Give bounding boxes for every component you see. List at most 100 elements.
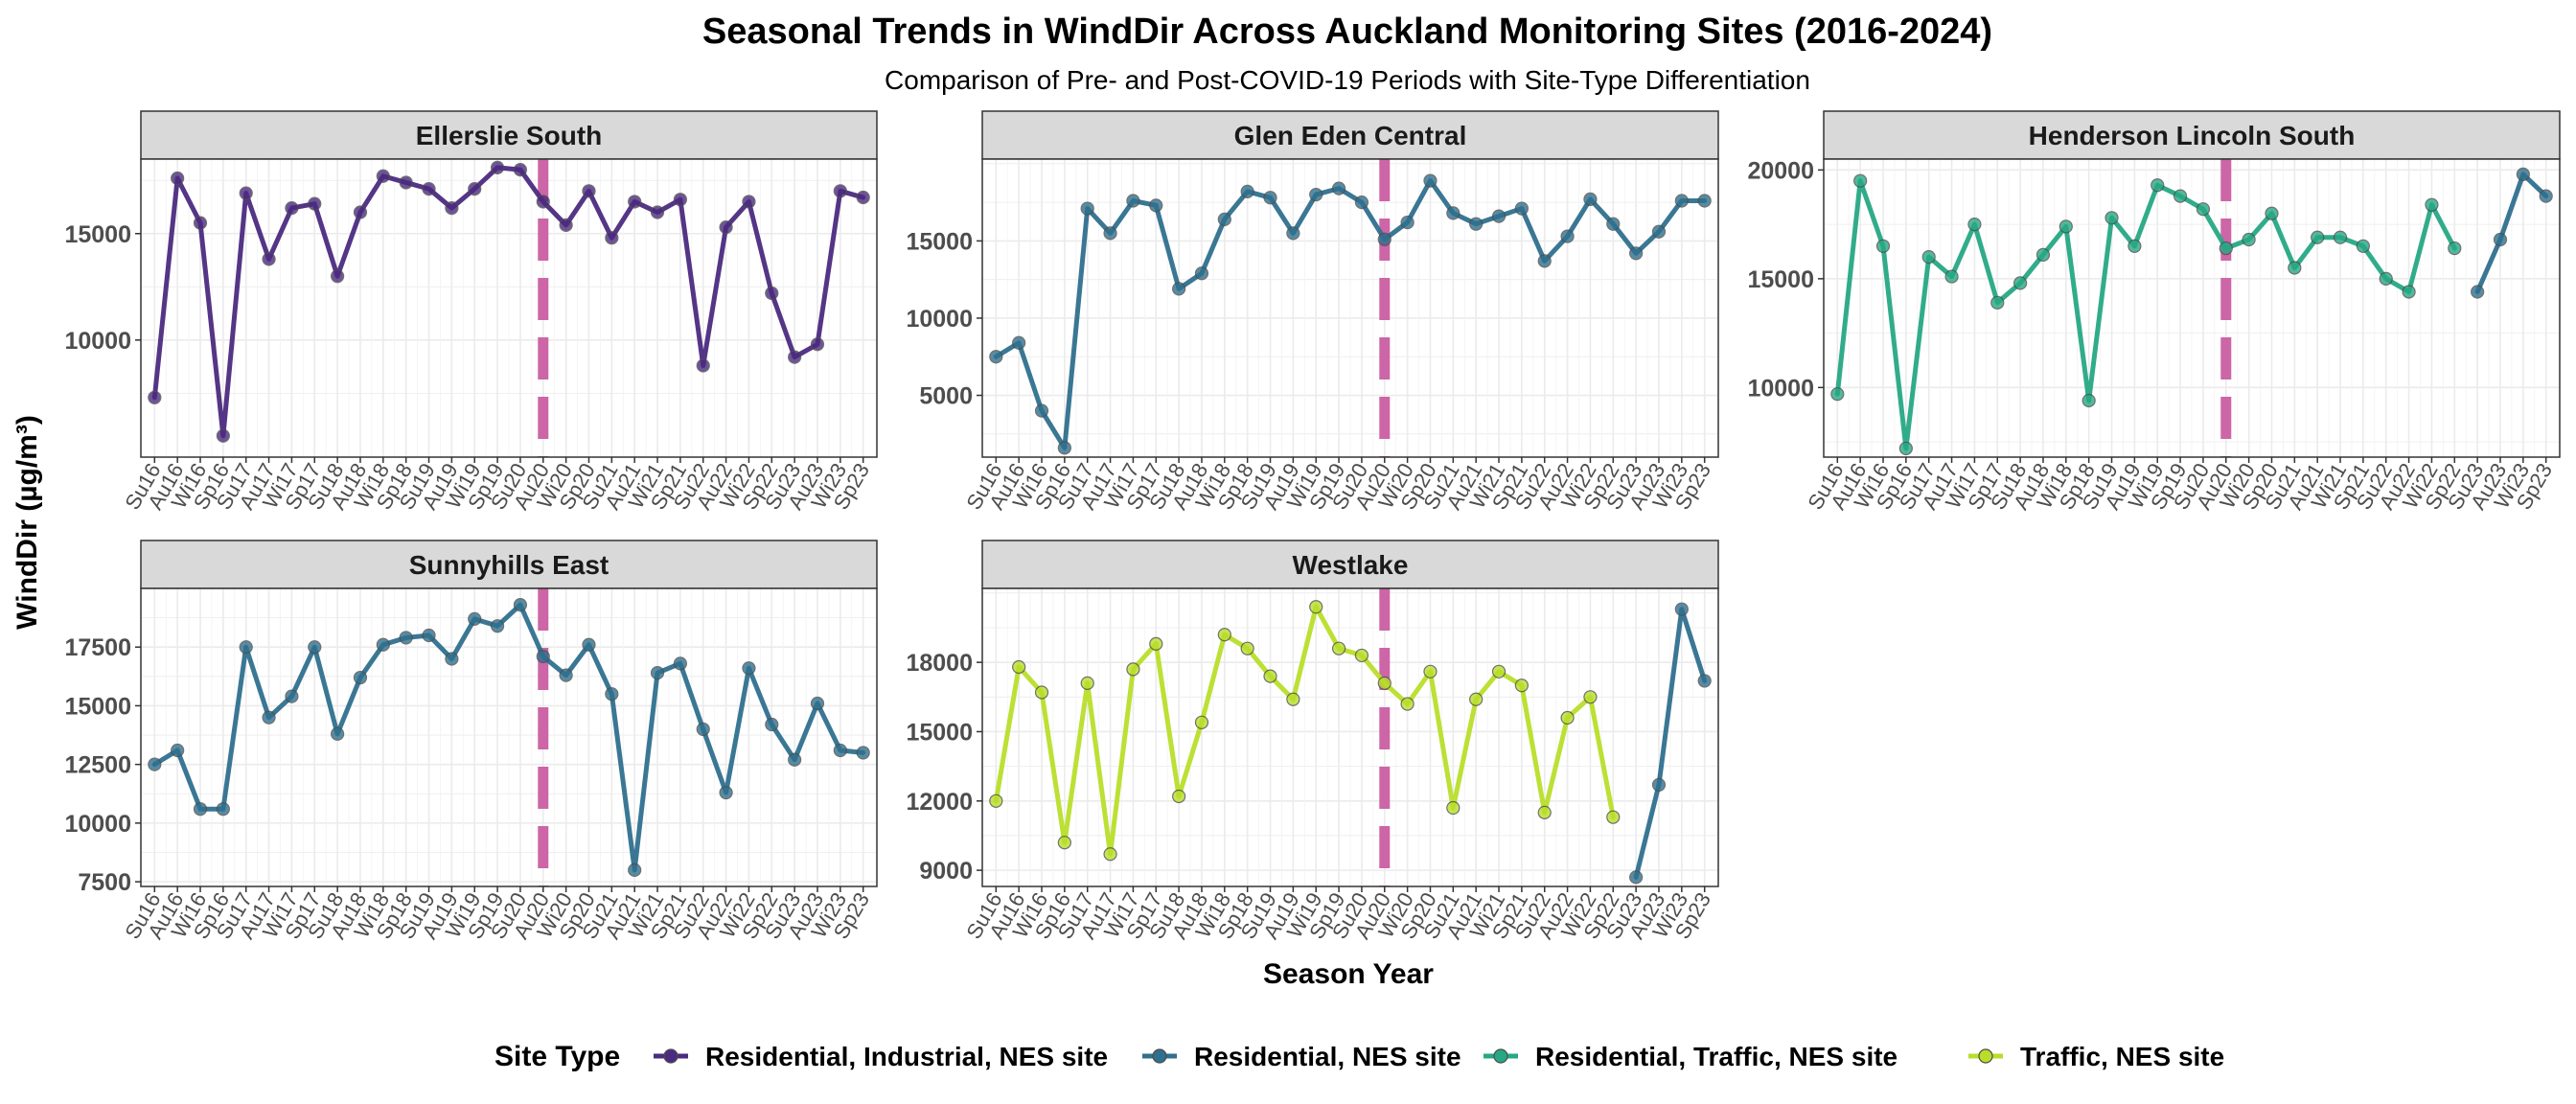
data-point: [1012, 659, 1026, 675]
data-point: [513, 163, 528, 177]
data-point: [1423, 173, 1438, 188]
data-point: [1606, 217, 1621, 231]
data-point: [1149, 198, 1163, 213]
data-point: [2402, 285, 2416, 299]
data-point: [468, 611, 482, 626]
y-tick-label: 12500: [64, 752, 131, 779]
data-point: [2471, 285, 2485, 299]
data-point: [2539, 189, 2553, 203]
data-point: [1172, 282, 1186, 296]
facet-strip-label: Sunnyhills East: [409, 550, 610, 580]
data-point: [422, 628, 436, 643]
data-point: [1560, 710, 1575, 725]
data-point: [331, 269, 345, 284]
data-point: [2150, 178, 2165, 193]
facet-strip-label: Ellerslie South: [416, 121, 603, 150]
data-series: [2471, 167, 2553, 299]
data-point: [239, 640, 253, 655]
data-point: [193, 802, 208, 816]
data-point: [2104, 211, 2119, 225]
legend-item: Residential, Industrial, NES site: [654, 1042, 1108, 1071]
data-point: [1651, 224, 1667, 239]
y-tick-label: 5000: [919, 383, 973, 410]
data-point: [2196, 202, 2211, 217]
y-tick-label: 15000: [64, 693, 131, 720]
data-point: [1537, 254, 1552, 268]
data-point: [1126, 194, 1140, 208]
data-point: [605, 687, 619, 702]
y-tick-label: 15000: [906, 719, 973, 746]
data-point: [2448, 241, 2462, 256]
data-series: [1629, 602, 1712, 885]
y-axis-title: WindDir (µg/m³): [12, 415, 43, 630]
data-point: [989, 794, 1003, 808]
facet-panel: Ellerslie South1000015000Su16Au16Wi16Sp1…: [64, 110, 878, 514]
legend-label: Residential, Industrial, NES site: [705, 1042, 1108, 1071]
data-point: [1057, 836, 1071, 850]
data-point: [490, 160, 505, 174]
chart-title: Seasonal Trends in WindDir Across Auckla…: [702, 12, 1992, 52]
data-point: [1172, 789, 1186, 804]
data-point: [1103, 847, 1117, 862]
data-point: [2288, 261, 2302, 275]
data-point: [788, 350, 802, 364]
y-tick-label: 15000: [906, 228, 973, 255]
data-point: [1469, 692, 1484, 706]
data-point: [536, 649, 550, 664]
data-point: [1331, 641, 1346, 656]
data-point: [742, 195, 756, 209]
legend-item: Traffic, NES site: [1968, 1042, 2224, 1071]
data-point: [1853, 173, 1868, 188]
facet-panel: Glen Eden Central50001000015000Su16Au16W…: [906, 110, 1719, 514]
data-point: [810, 337, 825, 352]
data-point: [2493, 232, 2508, 247]
data-series: [989, 600, 1621, 862]
data-point: [353, 205, 368, 219]
data-point: [856, 746, 870, 760]
data-point: [1012, 335, 1026, 350]
data-point: [765, 286, 779, 301]
data-point: [1875, 239, 1891, 253]
data-point: [605, 231, 619, 245]
data-point: [376, 637, 390, 652]
facet-panel: Henderson Lincoln South100001500020000Su…: [1747, 110, 2561, 514]
data-point: [2128, 239, 2142, 253]
data-point: [2219, 241, 2233, 256]
data-point: [559, 668, 573, 682]
data-point: [376, 169, 390, 183]
series-line: [1633, 607, 1708, 880]
data-point: [262, 710, 276, 724]
data-point: [1194, 266, 1209, 281]
x-axis-title: Season Year: [1263, 958, 1434, 990]
data-point: [1240, 641, 1254, 656]
panels: Ellerslie South1000015000Su16Au16Wi16Sp1…: [64, 110, 2561, 943]
data-point: [1629, 870, 1644, 885]
data-point: [1944, 269, 1959, 284]
data-point: [2013, 276, 2028, 290]
data-point: [399, 175, 413, 190]
data-point: [1034, 403, 1049, 418]
y-tick-label: 7500: [78, 869, 131, 896]
data-point: [1103, 226, 1117, 241]
legend-label: Residential, Traffic, NES site: [1535, 1042, 1898, 1071]
y-tick-label: 15000: [64, 221, 131, 248]
data-point: [1491, 664, 1506, 678]
y-tick-label: 15000: [1747, 266, 1814, 293]
data-point: [1629, 246, 1644, 261]
data-point: [1354, 648, 1369, 663]
facet-panel: Westlake9000120001500018000Su16Au16Wi16S…: [906, 540, 1719, 943]
data-point: [673, 656, 687, 671]
data-point: [742, 661, 756, 676]
panel-border: [981, 158, 1719, 458]
legend-key-point: [1978, 1048, 1993, 1064]
legend-title: Site Type: [494, 1041, 620, 1072]
data-point: [216, 428, 230, 443]
panel-border: [981, 587, 1719, 887]
data-point: [765, 717, 779, 732]
data-point: [1240, 184, 1254, 198]
data-point: [171, 743, 185, 758]
y-tick-label: 10000: [64, 328, 131, 355]
y-tick-label: 20000: [1747, 157, 1814, 184]
data-point: [1830, 387, 1845, 402]
data-point: [239, 186, 253, 200]
